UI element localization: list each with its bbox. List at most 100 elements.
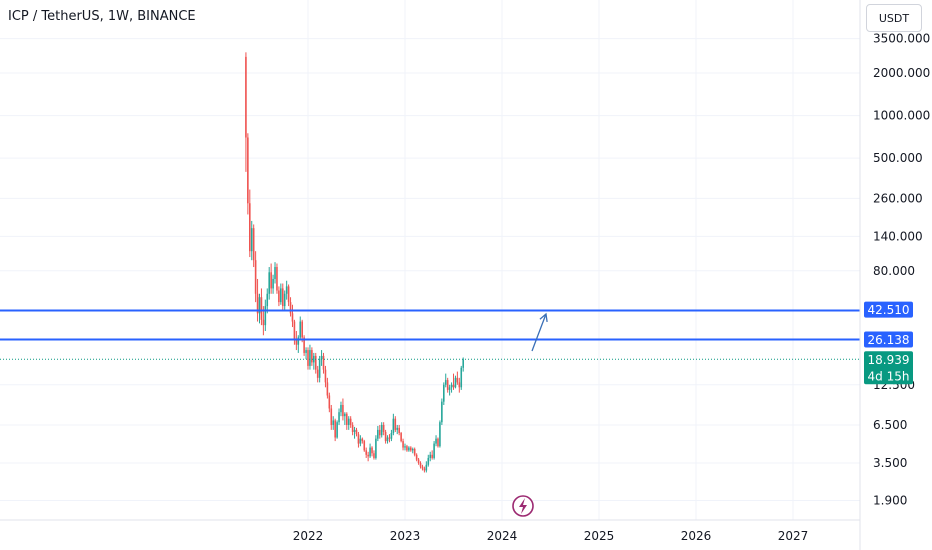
- candle-body: [281, 288, 284, 307]
- candle: [338, 408, 340, 425]
- candle: [254, 251, 257, 303]
- candle-body: [318, 359, 321, 378]
- candle: [380, 422, 383, 438]
- candle: [456, 371, 459, 385]
- candle: [295, 331, 298, 351]
- candle: [431, 450, 433, 460]
- candle-body: [274, 267, 276, 279]
- candle-body: [247, 137, 249, 204]
- candle: [252, 224, 255, 268]
- candle-body: [437, 438, 439, 447]
- candle-body: [262, 319, 265, 326]
- price-axis[interactable]: 3500.000 2000.000 1000.000 500.000 260.000 14…: [873, 32, 930, 508]
- candle: [394, 416, 397, 432]
- candle: [400, 431, 402, 443]
- candle: [435, 435, 437, 447]
- candle-body: [371, 447, 373, 454]
- candle: [392, 413, 395, 436]
- candle-body: [402, 441, 404, 448]
- candle-body: [363, 441, 366, 451]
- candle-body: [285, 286, 288, 294]
- currency-selector[interactable]: USDT: [866, 4, 922, 32]
- horizontal-levels[interactable]: [0, 309, 860, 341]
- price-tick-label: 260.000: [873, 191, 923, 205]
- candle-body: [347, 418, 350, 425]
- trend-arrow[interactable]: [531, 313, 547, 352]
- candle: [245, 52, 247, 172]
- candle-body: [388, 437, 391, 439]
- candle-body: [406, 446, 408, 451]
- candle-body: [322, 355, 325, 370]
- candle-body: [378, 429, 381, 436]
- candle-body: [361, 438, 364, 442]
- candle-body: [441, 401, 443, 423]
- candle: [309, 344, 311, 370]
- candle: [361, 437, 364, 444]
- candle: [371, 446, 373, 457]
- candle-body: [444, 380, 447, 385]
- candle-body: [355, 429, 358, 435]
- level-tag-label: 42.510: [868, 303, 910, 317]
- candle: [377, 425, 379, 442]
- price-tick-label: 1000.000: [873, 109, 930, 123]
- candle-body: [278, 290, 280, 303]
- candle: [340, 401, 342, 417]
- candle-body: [268, 272, 270, 294]
- level-tag-bg: [864, 301, 913, 318]
- candle-body: [450, 384, 453, 388]
- candle-body: [326, 382, 329, 396]
- candle: [404, 443, 406, 451]
- candle: [324, 365, 327, 388]
- candle-body: [404, 446, 406, 448]
- candle: [268, 267, 270, 300]
- candle-body: [311, 350, 313, 363]
- time-tick-label: 2026: [681, 529, 712, 543]
- candle-body: [346, 413, 348, 425]
- bar-countdown-label: 4d 15h: [868, 369, 910, 383]
- candle: [276, 263, 278, 294]
- candle-body: [421, 466, 424, 469]
- price-axis-bg: [861, 36, 932, 520]
- candle: [297, 335, 300, 353]
- candle: [303, 335, 305, 356]
- last-price-label: 18.939: [868, 353, 910, 367]
- candle-body: [291, 313, 294, 322]
- candle-body: [367, 454, 369, 457]
- event-icon[interactable]: [512, 495, 534, 517]
- candle: [316, 365, 319, 383]
- candle: [382, 422, 385, 436]
- candle: [421, 464, 424, 471]
- candle: [454, 375, 457, 389]
- candle-body: [408, 447, 410, 451]
- candle-body: [380, 424, 383, 436]
- chart-grid: [0, 0, 860, 520]
- candle: [313, 352, 315, 370]
- candle: [344, 412, 346, 425]
- time-tick-label: 2023: [390, 529, 421, 543]
- candle: [355, 427, 358, 437]
- candle: [437, 437, 439, 448]
- time-axis[interactable]: 2022 2023 2024 2025 2026 2027: [293, 529, 809, 543]
- candle: [332, 416, 335, 430]
- price-tick-label: 140.000: [873, 229, 923, 243]
- candle-body: [272, 278, 274, 289]
- candle: [264, 299, 267, 332]
- candle-body: [443, 384, 445, 402]
- candle: [336, 420, 338, 439]
- candle-body: [313, 355, 315, 363]
- candle: [460, 365, 463, 390]
- level-price-tag: 42.510: [864, 301, 913, 318]
- candle: [346, 412, 348, 430]
- candle-body: [332, 420, 335, 425]
- candle-body: [357, 434, 360, 444]
- candle-body: [328, 395, 331, 409]
- candle-body: [419, 463, 422, 467]
- candle: [396, 424, 399, 435]
- candle-body: [382, 424, 385, 432]
- candle: [443, 382, 445, 405]
- candle-body: [303, 337, 305, 353]
- candle: [278, 286, 280, 307]
- level-price-tag: 26.138: [864, 331, 913, 348]
- candle-body: [249, 203, 251, 252]
